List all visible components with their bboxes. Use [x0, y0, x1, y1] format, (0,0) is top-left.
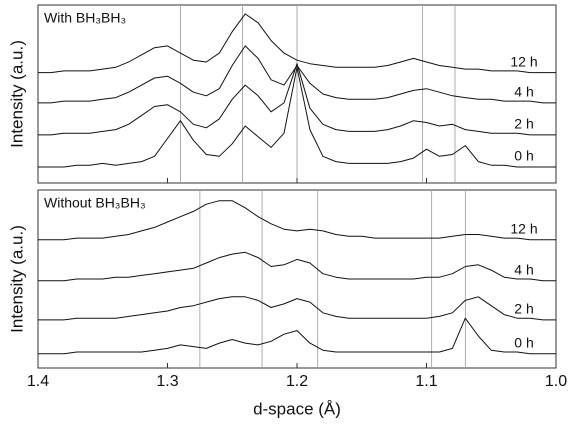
panel-title: With BH₃BH₃: [44, 10, 126, 26]
trace-line: [38, 317, 556, 355]
x-axis-title: d-space (Å): [253, 399, 341, 418]
series-label: 0 h: [514, 148, 533, 164]
trace-line: [38, 13, 556, 74]
series-label: 2 h: [514, 116, 533, 132]
trace-line: [38, 45, 556, 104]
trace-line: [38, 66, 556, 168]
trace-line: [38, 251, 556, 282]
plot-frame: [37, 189, 557, 369]
x-tick-label: 1.2: [286, 373, 308, 390]
panel-title: Without BH₃BH₃: [44, 195, 146, 211]
series-label: 2 h: [514, 301, 533, 317]
series-label: 0 h: [514, 334, 533, 350]
y-axis-title: Intensity (a.u.): [7, 40, 26, 148]
x-tick-label: 1.4: [27, 373, 49, 390]
trace-line: [38, 200, 556, 241]
y-axis-title: Intensity (a.u.): [7, 225, 26, 333]
x-tick-label: 1.3: [156, 373, 178, 390]
x-tick-label: 1.0: [545, 373, 567, 390]
trace-line: [38, 63, 556, 136]
x-tick-label: 1.1: [415, 373, 437, 390]
series-label: 4 h: [514, 84, 533, 100]
series-label: 4 h: [514, 261, 533, 277]
trace-line: [38, 296, 556, 321]
series-label: 12 h: [510, 53, 537, 69]
series-label: 12 h: [510, 221, 537, 237]
